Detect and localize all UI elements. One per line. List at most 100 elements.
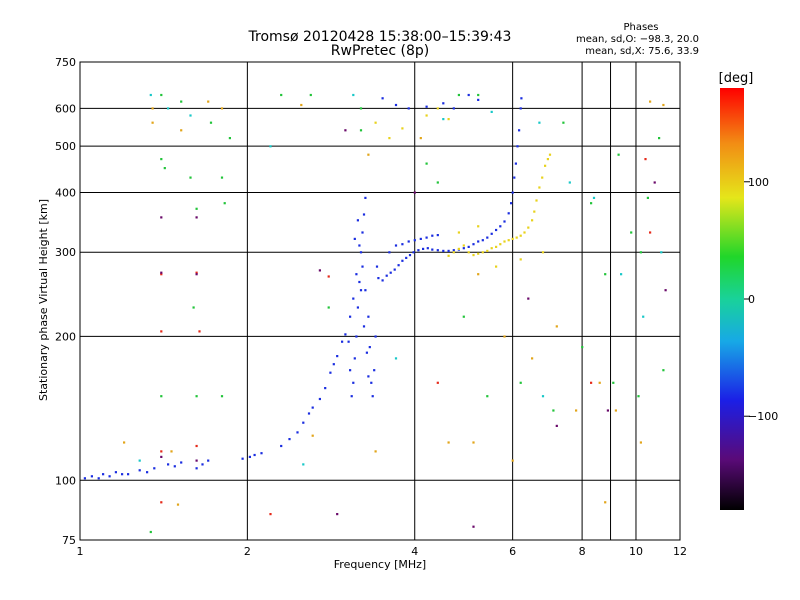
data-point: [538, 121, 541, 124]
data-point: [604, 273, 607, 276]
data-point: [472, 441, 475, 444]
data-point: [639, 251, 642, 254]
data-point: [486, 236, 489, 239]
data-point: [160, 158, 163, 161]
data-point: [350, 395, 353, 398]
data-point: [336, 513, 339, 516]
data-point: [477, 273, 480, 276]
data-point: [198, 330, 201, 333]
data-point: [83, 477, 86, 480]
data-point: [344, 129, 347, 132]
data-point: [114, 471, 117, 474]
x-axis-label: Frequency [MHz]: [334, 558, 426, 571]
data-point: [288, 438, 291, 441]
y-tick-label: 400: [55, 186, 76, 199]
data-point: [385, 274, 388, 277]
data-point: [394, 244, 398, 247]
data-point: [160, 395, 163, 398]
data-point: [436, 107, 439, 110]
data-point: [393, 268, 396, 271]
data-point: [462, 244, 465, 247]
data-point: [349, 369, 352, 372]
data-point: [370, 381, 373, 384]
data-point: [349, 315, 352, 318]
data-point: [495, 265, 498, 268]
data-point: [180, 100, 183, 103]
data-point: [401, 243, 404, 246]
scatter-points: [83, 93, 667, 534]
data-point: [426, 247, 429, 250]
data-point: [604, 501, 607, 504]
data-point: [472, 525, 475, 528]
data-point: [431, 234, 434, 237]
data-point: [412, 251, 415, 254]
data-point: [195, 273, 198, 276]
data-point: [507, 239, 510, 242]
data-point: [639, 441, 642, 444]
data-point: [617, 153, 620, 156]
data-point: [352, 381, 355, 384]
data-point: [248, 455, 251, 458]
data-point: [548, 153, 552, 156]
data-point: [614, 409, 617, 412]
data-point: [371, 395, 374, 398]
data-point: [151, 107, 154, 110]
data-point: [160, 273, 163, 276]
legend-line-o: mean, sd,O: −98.3, 20.0: [576, 34, 699, 45]
data-point: [472, 243, 475, 246]
data-point: [413, 191, 416, 194]
data-point: [520, 97, 523, 100]
x-tick-labels: 1 2 4 6 8 10 12: [77, 545, 688, 558]
data-point: [447, 441, 450, 444]
data-point: [646, 196, 649, 199]
data-point: [160, 93, 163, 97]
y-tick-label: 200: [55, 330, 76, 343]
data-point: [442, 102, 445, 105]
data-point: [490, 232, 493, 235]
data-point: [462, 247, 465, 250]
data-point: [127, 473, 130, 476]
data-point: [329, 371, 332, 374]
chart-subtitle: RwPretec (8p): [331, 43, 429, 59]
data-point: [523, 231, 526, 234]
data-point: [527, 297, 530, 300]
data-point: [374, 335, 377, 338]
colorbar-ticks: 100 0 −100: [744, 176, 778, 423]
data-point: [531, 357, 534, 360]
data-point: [422, 247, 425, 250]
data-point: [220, 395, 224, 398]
x-tick-label: 2: [244, 545, 251, 558]
y-tick-label: 300: [55, 246, 76, 259]
data-point: [644, 158, 647, 161]
data-point: [388, 251, 391, 254]
data-point: [535, 199, 538, 202]
data-point: [425, 114, 428, 117]
data-point: [590, 381, 593, 384]
data-point: [355, 273, 358, 276]
data-point: [519, 107, 522, 110]
data-point: [503, 335, 506, 338]
data-point: [662, 103, 665, 107]
data-point: [138, 469, 141, 472]
data-point: [352, 93, 355, 97]
data-point: [195, 444, 198, 448]
data-point: [90, 475, 93, 478]
data-point: [180, 461, 183, 464]
data-point: [189, 114, 192, 117]
data-point: [160, 501, 163, 504]
x-tick-label: 10: [629, 545, 643, 558]
data-point: [300, 103, 303, 107]
data-point: [160, 455, 163, 458]
y-tick-label: 100: [55, 474, 76, 487]
data-point: [359, 129, 363, 132]
colorbar-tick-label: 0: [748, 293, 755, 306]
data-point: [176, 503, 180, 506]
data-point: [495, 228, 498, 232]
data-point: [664, 289, 667, 292]
data-point: [515, 236, 518, 239]
x-tick-label: 8: [579, 545, 586, 558]
data-point: [467, 93, 470, 97]
data-point: [544, 164, 547, 167]
data-point: [160, 271, 163, 274]
